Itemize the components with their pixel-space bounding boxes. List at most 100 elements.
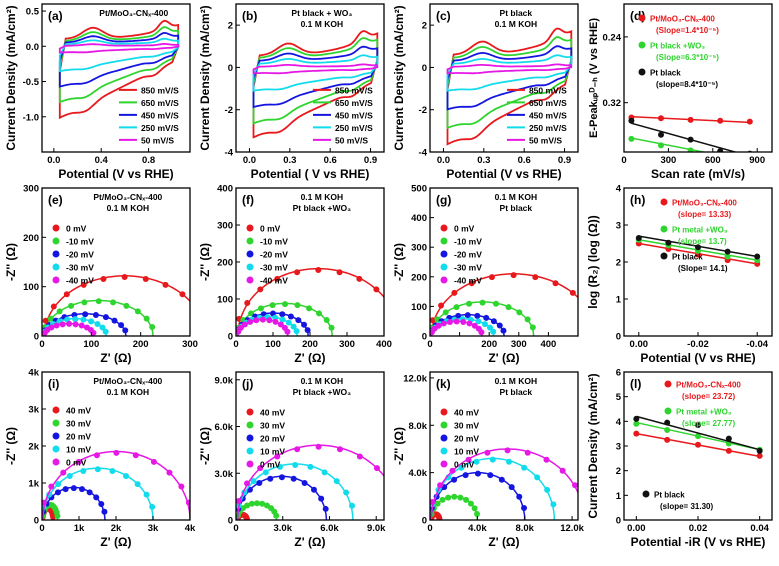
eis-point: [56, 308, 63, 315]
panel-e: 0 100 200 300 0 100 200 300 Z' (Ω) -Z'' (Ω) (e) Pt/…: [4, 184, 207, 366]
legend-entry: 650 mV/S: [529, 98, 567, 108]
legend-marker: [246, 250, 254, 258]
data-point: [687, 147, 694, 152]
panel-label: (a): [48, 9, 63, 23]
legend-marker: [660, 198, 668, 206]
legend-marker: [660, 225, 668, 233]
plot-area-f: [236, 267, 384, 336]
eis-point: [373, 465, 380, 472]
eis-point: [304, 327, 311, 334]
eis-point: [438, 302, 445, 309]
y-tick-label: 4k: [28, 368, 39, 379]
eis-point: [42, 317, 49, 324]
eis-point: [102, 328, 109, 335]
legend-marker: [52, 445, 60, 453]
eis-point: [451, 493, 458, 500]
eis-point: [244, 480, 251, 487]
legend-entry: 40 mV: [260, 408, 285, 418]
legend-marker: [246, 237, 254, 245]
x-tick-label: -0.02: [687, 339, 709, 350]
panel-title: 0.1 M KOH: [495, 376, 538, 386]
y-tick-label: 200: [411, 272, 427, 283]
eis-fit-2: [236, 475, 328, 520]
y-tick-label: 6: [616, 368, 621, 379]
eis-point: [179, 291, 186, 298]
eis-point: [290, 323, 297, 330]
legend-entry: 850 mV/S: [141, 85, 179, 95]
y-tick-label: 4.0k: [409, 468, 428, 479]
legend-entry: 450 mV/S: [141, 110, 179, 120]
legend-entry: 0 mV: [454, 224, 475, 234]
x-tick-label: 100: [83, 339, 99, 350]
eis-point: [467, 500, 474, 507]
y-tick-label: 0.0: [26, 42, 39, 53]
legend-marker: [52, 276, 60, 284]
y-tick-label: 1: [616, 295, 622, 306]
eis-point: [279, 311, 286, 318]
y-axis-label: -Z'' (Ω): [4, 427, 18, 465]
x-tick-label: 0.00: [630, 339, 649, 350]
eis-point: [121, 274, 128, 281]
eis-point: [478, 329, 485, 336]
eis-point: [287, 313, 294, 320]
eis-point: [80, 467, 87, 474]
eis-point: [66, 320, 73, 327]
eis-point: [201, 318, 207, 324]
x-axis-label: Potential (V vs RHE): [446, 167, 561, 181]
eis-point: [247, 318, 254, 325]
eis-point: [253, 317, 260, 324]
legend-marker: [52, 250, 60, 258]
data-point: [754, 253, 761, 260]
eis-point: [500, 327, 507, 334]
data-point: [717, 148, 724, 152]
x-axis-label: Potential (V vs RHE): [640, 351, 755, 365]
y-axis-label: -Z'' (Ω): [392, 243, 406, 281]
data-point: [724, 253, 731, 260]
legend-marker: [52, 237, 60, 245]
eis-point: [277, 321, 284, 328]
x-tick-label: 0.04: [750, 523, 769, 534]
eis-point: [532, 274, 539, 281]
y-tick-label: 200: [23, 233, 39, 244]
legend-entry: -10 mV: [66, 237, 94, 247]
eis-point: [278, 474, 285, 481]
legend-entry: Pt black: [654, 491, 685, 500]
legend-marker: [664, 380, 672, 388]
legend-entry: Pt black: [650, 69, 681, 78]
eis-point: [572, 482, 578, 489]
legend-entry: 20 mV: [66, 432, 91, 442]
axes-frame: [429, 187, 579, 337]
eis-point: [132, 452, 139, 459]
x-axis-label: Z' (Ω): [488, 535, 519, 549]
legend-entry: -30 mV: [66, 263, 94, 273]
x-tick-label: 100: [265, 339, 281, 350]
legend-entry: -30 mV: [260, 263, 288, 273]
legend-marker: [440, 224, 448, 232]
eis-point: [510, 272, 517, 279]
data-point: [695, 433, 701, 440]
y-tick-label: 300: [23, 184, 39, 195]
eis-point: [453, 318, 460, 325]
legend-marker: [440, 276, 448, 284]
y-tick-label: -2: [419, 105, 427, 116]
eis-point: [294, 446, 301, 453]
eis-point: [465, 456, 472, 463]
legend-entry: 250 mV/S: [335, 123, 373, 133]
eis-point: [479, 299, 486, 306]
eis-point: [430, 498, 436, 505]
x-tick-label: 4k: [185, 523, 196, 534]
panel-i: 0 1k 2k 3k 4k 0 1k 2k 3k 4k Z' (Ω) -Z'' (Ω) (i) Pt/Mo…: [4, 368, 196, 550]
plot-area-k: [430, 447, 578, 520]
x-tick-label: 900: [749, 155, 765, 166]
x-tick-label: 8.0k: [515, 523, 534, 534]
y-axis-label: -Z'' (Ω): [198, 427, 212, 465]
eis-point: [529, 324, 536, 331]
data-point: [725, 435, 732, 442]
eis-point: [440, 320, 447, 327]
panel-subtitle: 0.1 M KOH: [495, 19, 538, 29]
legend-marker: [246, 224, 254, 232]
eis-point: [489, 456, 496, 463]
data-point: [664, 426, 671, 433]
legend-note: (slope= 31.30): [660, 502, 713, 511]
panel-title: 0.1 M KOH: [495, 192, 538, 202]
